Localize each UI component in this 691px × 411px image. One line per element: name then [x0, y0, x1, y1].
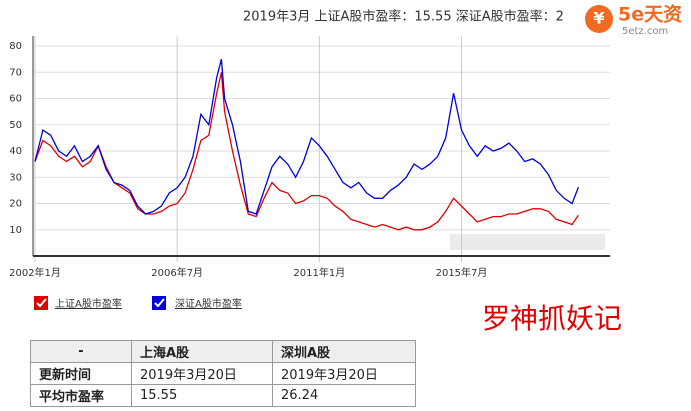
table-cell: 平均市盈率 [30, 384, 132, 407]
y-tick-label: 20 [9, 199, 22, 210]
x-tick-label: 2006年7月 [151, 266, 203, 279]
logo-icon [585, 5, 613, 33]
y-tick-label: 70 [9, 67, 22, 78]
x-tick-label: 2011年1月 [293, 266, 345, 279]
table-cell: 更新时间 [30, 362, 132, 385]
chart: 2019年3月 上证A股市盈率：15.55 深证A股市盈率：2 ¥ 5e天资 5… [9, 2, 683, 335]
y-tick-label: 30 [9, 172, 22, 183]
y-tick-label: 10 [9, 225, 22, 236]
table-row: 平均市盈率 15.55 26.24 [30, 384, 416, 407]
table-cell: 深圳A股 [272, 340, 416, 363]
series-line [34, 72, 579, 231]
y-tick-label: 40 [9, 146, 22, 157]
table-cell: 26.24 [272, 384, 416, 407]
watermark: 罗神抓妖记 [482, 302, 622, 335]
table-cell: 15.55 [131, 384, 273, 407]
series-line [34, 58, 580, 215]
table-cell: 2019年3月20日 [272, 362, 416, 385]
x-tick-label: 2002年1月 [9, 266, 61, 279]
legend-checkbox[interactable] [34, 296, 48, 310]
logo-url: 5etz.com [622, 26, 668, 37]
table-cell: 2019年3月20日 [131, 362, 273, 385]
y-tick-label: 50 [9, 120, 22, 131]
legend-label[interactable]: 深证A股市盈率 [175, 297, 242, 310]
check [36, 298, 47, 308]
logo-name: 5e天资 [618, 3, 682, 26]
x-tick-label: 2015年7月 [436, 266, 488, 279]
table-cell: 上海A股 [131, 340, 273, 363]
y-tick-label: 60 [9, 94, 22, 105]
legend-checkbox[interactable] [152, 296, 166, 310]
blur-area [450, 234, 605, 250]
table-cell: - [30, 340, 132, 363]
chart-title: 2019年3月 上证A股市盈率：15.55 深证A股市盈率：2 [243, 9, 564, 25]
table-row: 更新时间 2019年3月20日 2019年3月20日 [30, 362, 416, 385]
check [154, 298, 165, 308]
summary-table: - 上海A股 深圳A股 更新时间 2019年3月20日 2019年3月20日 平均市盈率 15… [30, 340, 416, 407]
legend-label[interactable]: 上证A股市盈率 [55, 297, 122, 310]
table-row: - 上海A股 深圳A股 [30, 340, 416, 363]
y-tick-label: 80 [9, 41, 22, 52]
logo-glyph: ¥ [593, 9, 604, 28]
